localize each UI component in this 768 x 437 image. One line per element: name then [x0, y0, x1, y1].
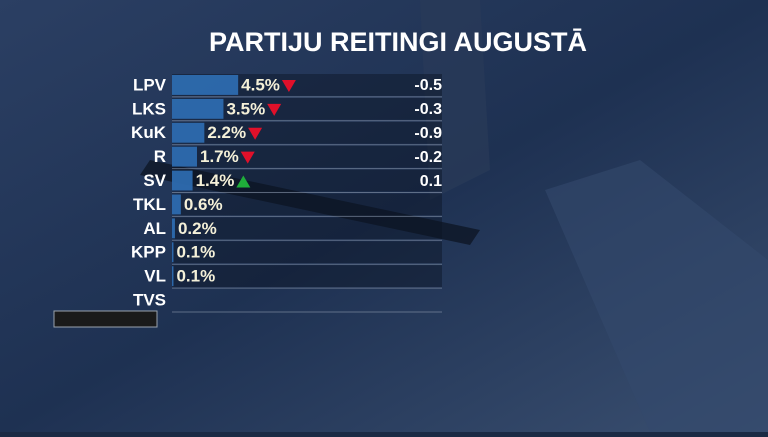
- category-label: TVS: [133, 291, 166, 310]
- row-band: [172, 97, 442, 120]
- value-label: 0.6%: [184, 195, 223, 214]
- row-band: [172, 241, 442, 264]
- logo: [53, 310, 158, 328]
- bar: [172, 242, 174, 263]
- row-band: [172, 265, 442, 288]
- value-label: 2.2%: [207, 123, 246, 142]
- logo-box: [53, 310, 158, 328]
- category-label: AL: [143, 219, 166, 238]
- value-label: 3.5%: [226, 99, 265, 118]
- row-band: [172, 145, 442, 168]
- change-label: -0.2: [414, 149, 442, 166]
- category-label: TKL: [133, 195, 166, 214]
- row-band: [172, 121, 442, 144]
- down-arrow: [248, 127, 263, 140]
- row-band: [172, 74, 442, 96]
- bar: [172, 98, 224, 119]
- change-label: 0.1: [420, 173, 442, 190]
- up-arrow: [236, 175, 251, 188]
- change-label: -0.5: [414, 77, 442, 94]
- category-label: LKS: [132, 99, 166, 118]
- change-label: -0.3: [414, 101, 442, 118]
- backdrop-pen: [140, 160, 480, 245]
- value-label: 0.2%: [178, 219, 217, 238]
- down-arrow: [240, 151, 255, 164]
- bar: [172, 194, 181, 215]
- category-label: KPP: [131, 243, 166, 262]
- value-label: 0.1%: [176, 243, 215, 262]
- bar: [172, 170, 193, 191]
- value-label: 1.7%: [200, 147, 239, 166]
- category-label: SV: [143, 171, 166, 190]
- down-arrow: [267, 103, 282, 116]
- bar: [172, 218, 175, 239]
- backdrop-shape: [420, 0, 490, 200]
- change-label: -0.9: [414, 125, 442, 142]
- category-label: VL: [144, 267, 166, 286]
- chart-title: PARTIJU REITINGI AUGUSTĀ: [209, 27, 587, 57]
- row-band: [172, 193, 442, 216]
- category-label: R: [154, 147, 166, 166]
- value-label: 1.4%: [196, 171, 235, 190]
- bar: [172, 266, 174, 287]
- value-label: 4.5%: [241, 75, 280, 94]
- category-label: KuK: [131, 123, 167, 142]
- bar: [172, 122, 205, 143]
- bar: [172, 146, 197, 167]
- bar: [172, 75, 239, 95]
- row-band: [172, 217, 442, 240]
- backdrop-shape: [545, 160, 768, 432]
- value-label: 0.1%: [176, 267, 215, 286]
- category-label: LPV: [133, 75, 167, 94]
- down-arrow: [281, 79, 296, 92]
